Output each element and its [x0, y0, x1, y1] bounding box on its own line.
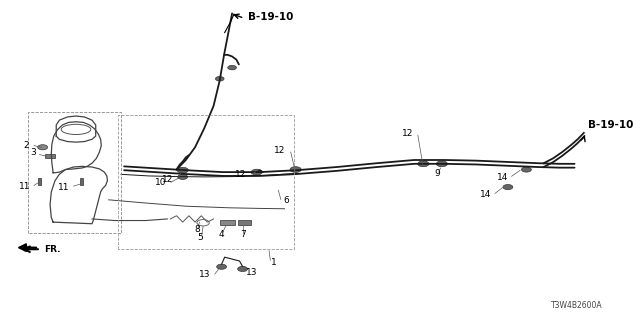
Bar: [79, 179, 83, 186]
Text: 14: 14: [480, 190, 492, 199]
Bar: [38, 178, 42, 185]
Circle shape: [216, 76, 224, 81]
Circle shape: [217, 264, 227, 269]
Circle shape: [178, 174, 188, 180]
Circle shape: [38, 145, 47, 150]
Text: 7: 7: [240, 230, 246, 239]
Text: 11: 11: [58, 183, 70, 192]
Circle shape: [522, 167, 531, 172]
Text: 12: 12: [401, 129, 413, 138]
Text: 1: 1: [271, 258, 276, 267]
Text: 2: 2: [24, 141, 29, 150]
Bar: [238, 220, 251, 225]
Text: 13: 13: [199, 270, 211, 279]
Text: 5: 5: [197, 233, 203, 242]
Bar: [220, 220, 235, 225]
Text: 14: 14: [497, 173, 508, 182]
Circle shape: [436, 161, 447, 167]
Circle shape: [503, 185, 513, 190]
Text: 10: 10: [155, 179, 166, 188]
Circle shape: [237, 267, 248, 271]
Text: 4: 4: [219, 230, 225, 239]
Text: 3: 3: [31, 148, 36, 156]
Text: 12: 12: [162, 175, 173, 184]
Text: 13: 13: [246, 268, 258, 277]
Text: 6: 6: [284, 196, 289, 205]
Text: 9: 9: [435, 169, 440, 178]
Text: 8: 8: [194, 225, 200, 234]
Text: B-19-10: B-19-10: [248, 12, 293, 22]
Text: 12: 12: [275, 146, 286, 155]
Circle shape: [228, 65, 236, 70]
Circle shape: [418, 161, 429, 167]
Text: T3W4B2600A: T3W4B2600A: [550, 301, 602, 310]
Circle shape: [177, 167, 188, 173]
Circle shape: [290, 167, 301, 172]
Circle shape: [252, 169, 262, 175]
Text: B-19-10: B-19-10: [588, 120, 634, 130]
Text: 12: 12: [235, 170, 246, 179]
Text: FR.: FR.: [44, 245, 60, 254]
Text: 11: 11: [19, 182, 30, 191]
Bar: [45, 154, 55, 158]
